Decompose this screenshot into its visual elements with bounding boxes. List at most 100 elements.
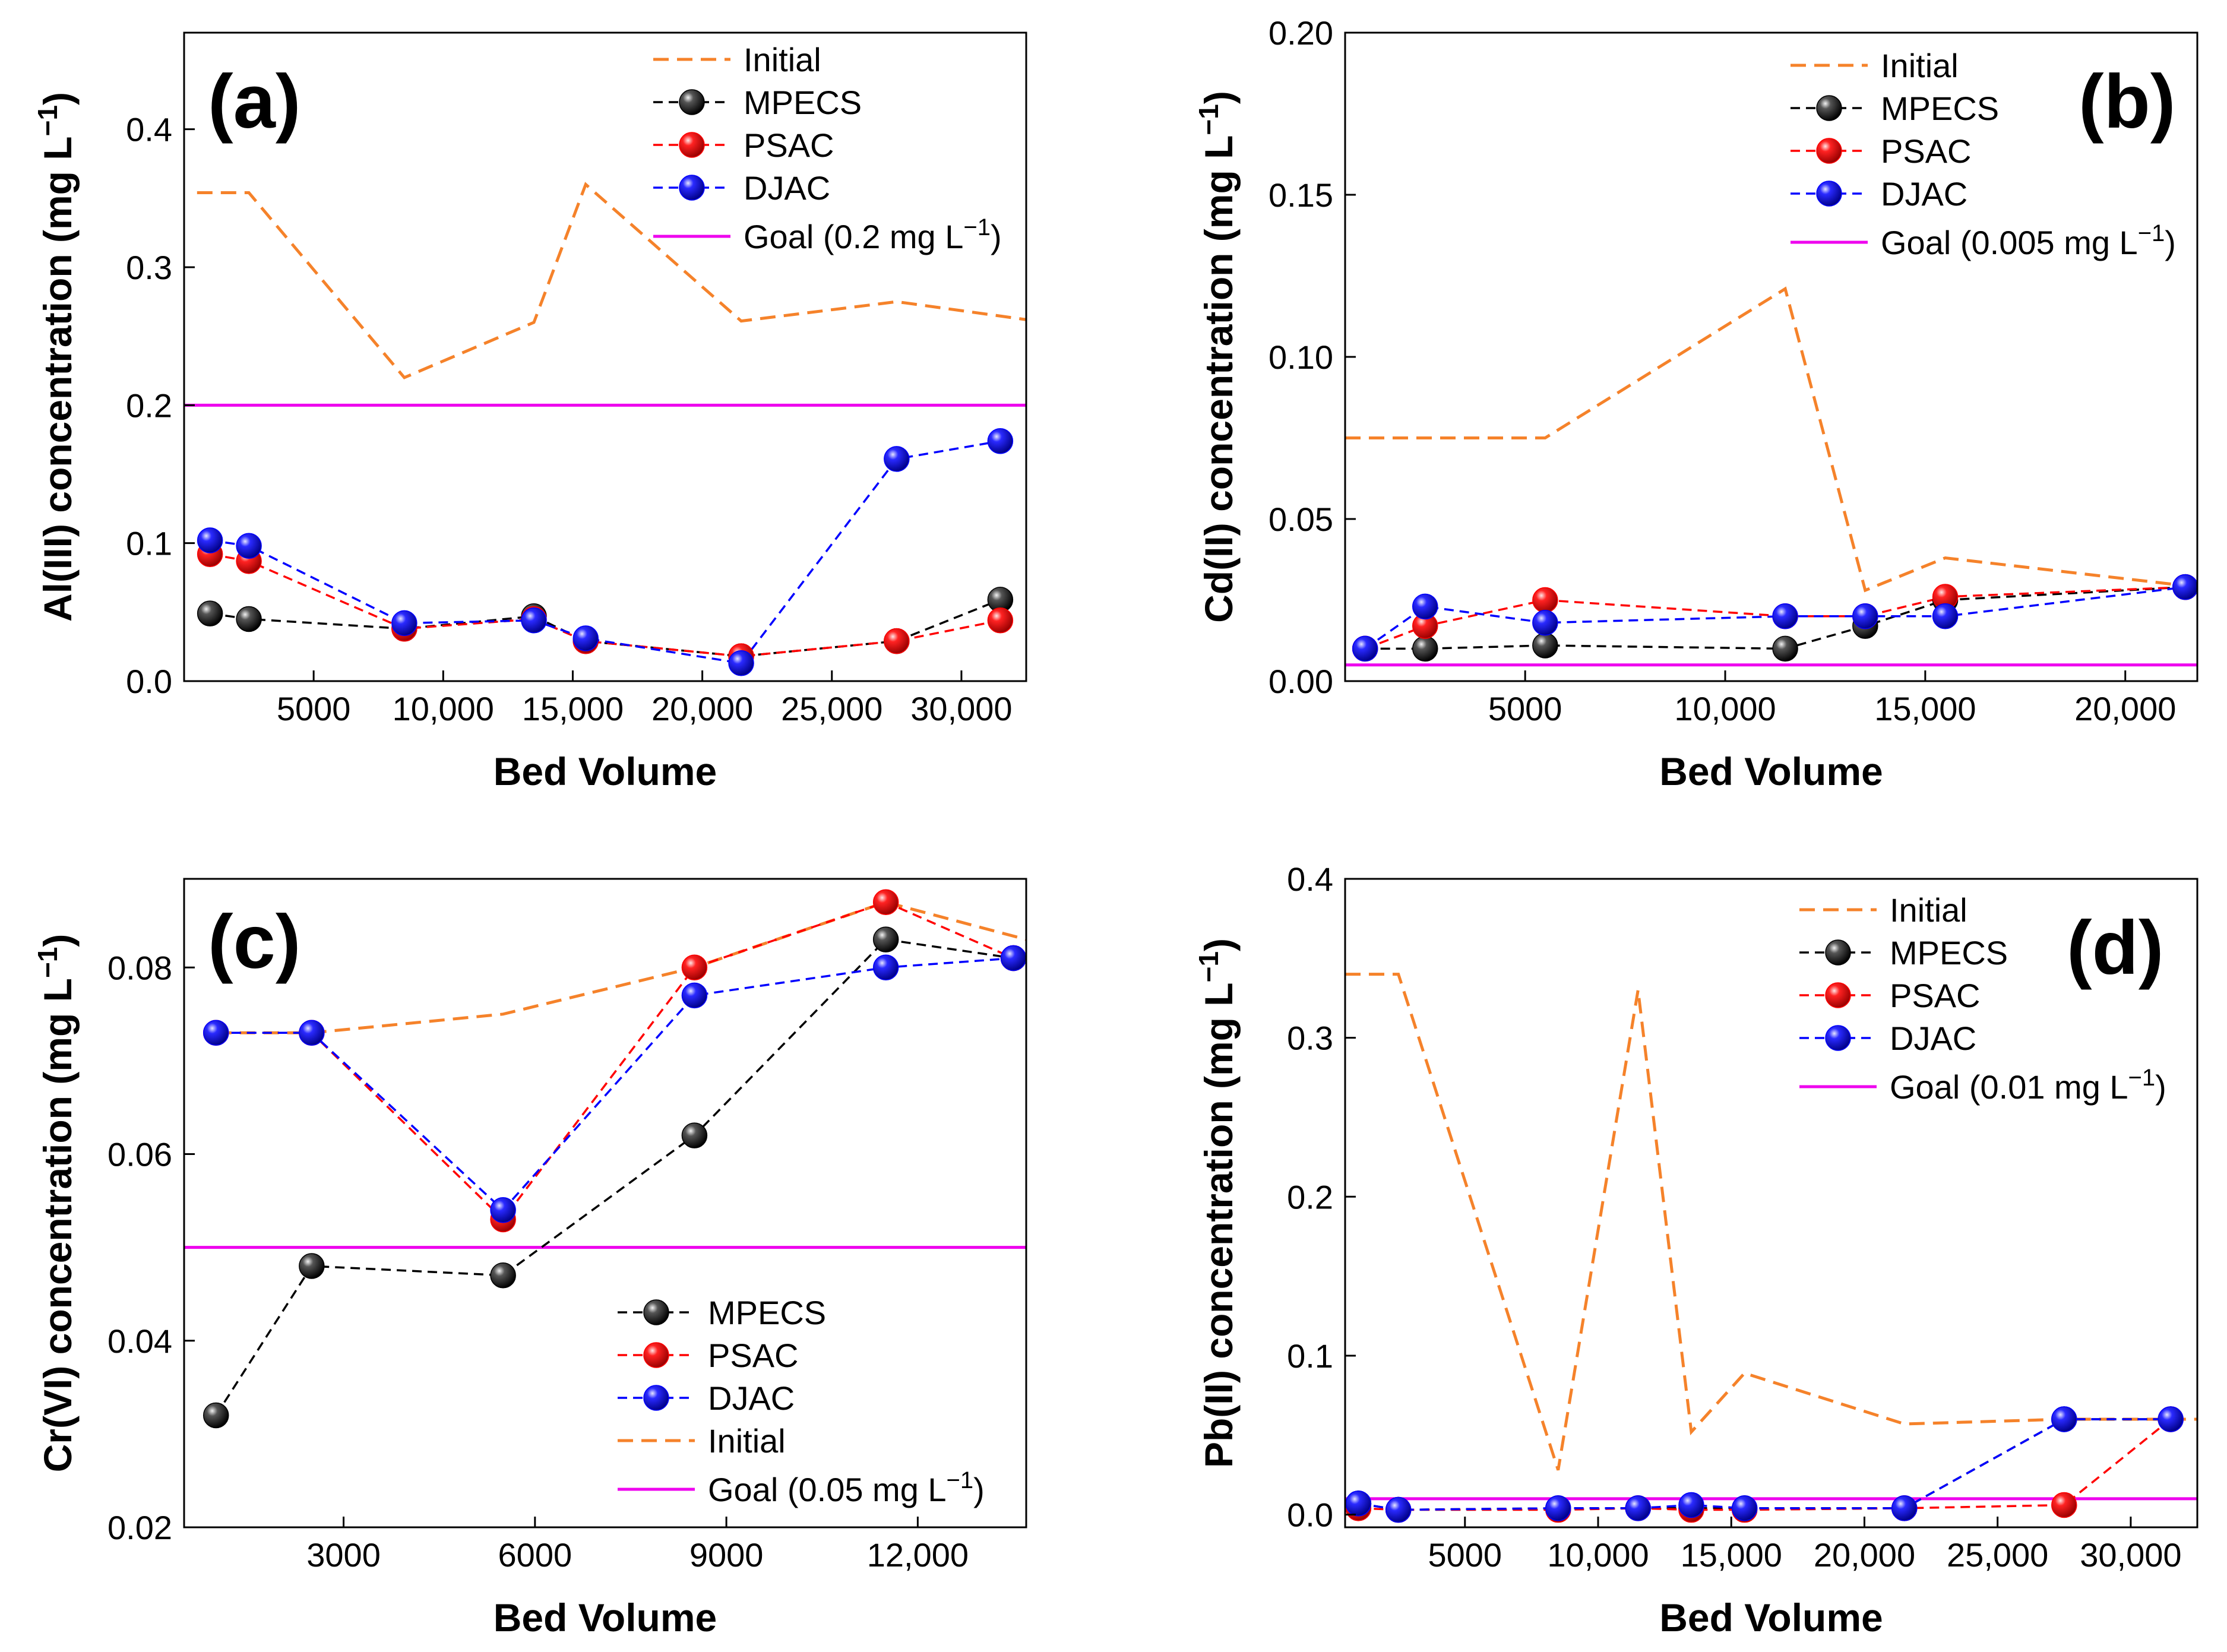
data-point-djac (1678, 1492, 1704, 1518)
x-tick-label: 15,000 (1681, 1536, 1782, 1574)
y-axis-label-main: Pb(II) concentration (mg L (1197, 982, 1241, 1468)
legend-label-main: Initial (744, 41, 821, 78)
data-point-djac (2172, 574, 2197, 600)
data-point-djac (1731, 1495, 1758, 1521)
data-point-djac (1852, 603, 1878, 629)
data-point-djac (490, 1197, 516, 1223)
data-point-djac (884, 446, 910, 472)
initial-line (216, 900, 1026, 1034)
y-axis-label: Al(III) concentration (mg L−1) (32, 92, 80, 622)
data-point-mpecs (203, 1402, 229, 1429)
legend-item-initial: Initial (1799, 891, 1967, 929)
data-point-mpecs (681, 1122, 708, 1148)
y-tick-label: 0.06 (107, 1136, 172, 1173)
legend-item-mpecs: MPECS (1799, 934, 2008, 971)
x-tick-label: 30,000 (910, 690, 1012, 727)
legend-item-mpecs: MPECS (618, 1294, 826, 1331)
data-point-djac (1352, 635, 1378, 662)
data-point-mpecs (299, 1253, 325, 1279)
data-point-djac (872, 954, 899, 981)
data-point-djac (299, 1020, 325, 1046)
legend-label-sup: −1 (2128, 1065, 2156, 1091)
legend-label-main: DJAC (1890, 1020, 1976, 1057)
data-point-psac (987, 607, 1014, 634)
y-tick-label: 0.1 (1287, 1337, 1333, 1375)
series-line-mpecs (215, 938, 1014, 1416)
legend-label: DJAC (708, 1379, 795, 1417)
x-tick-label: 6000 (498, 1536, 572, 1574)
y-tick-label: 0.4 (1287, 860, 1333, 898)
y-axis-label-tail: ) (1197, 91, 1241, 104)
x-tick-label: 9000 (689, 1536, 764, 1574)
data-point-psac (1532, 587, 1558, 613)
y-axis-label-sup: −1 (32, 947, 63, 978)
legend-item-initial: Initial (653, 41, 821, 78)
data-point-djac (197, 527, 223, 553)
initial-line (197, 182, 1026, 379)
legend-label-main: MPECS (1881, 90, 1999, 127)
y-axis-label: Cr(VI) concentration (mg L−1) (32, 934, 80, 1473)
legend-item-initial: Initial (618, 1422, 786, 1460)
x-tick-label: 3000 (306, 1536, 381, 1574)
y-tick-label: 0.2 (1287, 1178, 1333, 1216)
legend-label: Initial (1881, 47, 1959, 84)
legend-item-initial: Initial (1791, 47, 1959, 84)
data-point-djac (521, 607, 547, 634)
y-axis-label-tail: ) (36, 934, 80, 947)
legend-marker (679, 175, 705, 201)
series-line-psac (210, 553, 1001, 657)
data-point-djac (236, 533, 262, 559)
legend-item-goal: Goal (0.05 mg L−1) (618, 1467, 985, 1508)
axes-frame (183, 878, 1027, 1528)
legend-label-main: Initial (1881, 47, 1959, 84)
legend-label: Goal (0.2 mg L−1) (744, 214, 1002, 255)
initial-line (1345, 973, 2197, 1471)
legend-item-goal: Goal (0.2 mg L−1) (653, 214, 1002, 255)
legend-label-main: MPECS (708, 1294, 826, 1331)
legend-label: Goal (0.05 mg L−1) (708, 1467, 985, 1508)
data-point-djac (1932, 603, 1959, 629)
x-tick-label: 20,000 (1814, 1536, 1915, 1574)
data-point-djac (391, 610, 417, 637)
legend-label: Goal (0.01 mg L−1) (1890, 1065, 2166, 1106)
data-point-djac (1891, 1495, 1918, 1521)
legend-label-main: Goal (0.01 mg L (1890, 1068, 2128, 1106)
legend-label-tail: ) (2165, 224, 2176, 261)
legend-label-main: PSAC (744, 126, 834, 164)
data-point-djac (203, 1020, 229, 1046)
series-line-psac (1358, 1418, 2172, 1511)
y-tick-label: 0.0 (1287, 1496, 1333, 1534)
data-point-djac (2158, 1406, 2184, 1432)
legend-label-main: Initial (1890, 891, 1967, 929)
plot-area (1345, 286, 2197, 667)
legend-label-main: PSAC (1890, 977, 1981, 1014)
legend-label: DJAC (1881, 175, 1967, 213)
series-line-djac (210, 440, 1001, 664)
axes-frame (1344, 31, 2198, 682)
y-tick-label: 0.20 (1268, 14, 1333, 52)
x-axis-label: Bed Volume (494, 749, 717, 793)
legend: MPECS PSAC DJAC Initial Goal (0.05 mg L−1) (618, 1294, 985, 1508)
initial-line (1345, 286, 2197, 593)
data-point-mpecs (872, 926, 899, 952)
legend-label-sup: −1 (963, 214, 991, 240)
x-tick-label: 10,000 (1674, 690, 1776, 727)
legend-label-main: DJAC (1881, 175, 1967, 213)
y-axis-label-tail: ) (1197, 938, 1241, 951)
legend-item-djac: DJAC (653, 169, 830, 207)
series-line-mpecs (210, 599, 1001, 657)
y-tick-label: 0.4 (126, 111, 172, 148)
legend: Initial MPECS PSAC DJAC Goal (0.01 mg L−1) (1799, 891, 2166, 1106)
data-point-psac (681, 954, 708, 981)
legend-label-main: Goal (0.2 mg L (744, 218, 963, 255)
panel-label: (a) (208, 59, 300, 144)
y-axis-label: Pb(II) concentration (mg L−1) (1193, 938, 1241, 1468)
y-tick-label: 0.0 (126, 663, 172, 700)
y-tick-label: 0.08 (107, 949, 172, 986)
panel-c: 3000 6000 9000 12,000 0.02 0.04 0.06 0.08 Bed Vo… (32, 878, 1027, 1640)
series-line-mpecs (1358, 1418, 2171, 1511)
x-tick-label: 20,000 (651, 690, 753, 727)
data-point-psac (2051, 1492, 2077, 1518)
x-tick-label: 15,000 (1874, 690, 1976, 727)
